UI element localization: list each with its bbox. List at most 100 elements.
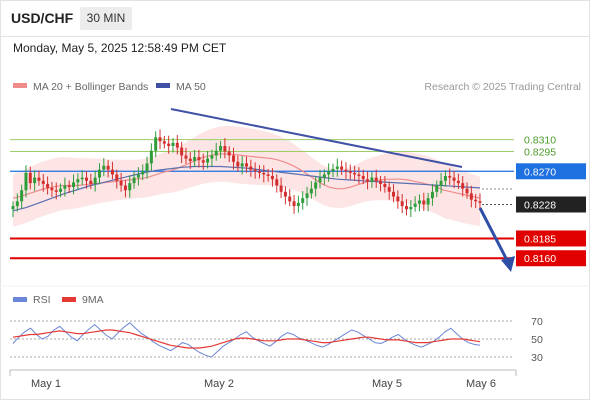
candle-89-body: [396, 196, 400, 202]
rsi-legend-swatch: [13, 297, 27, 302]
rsi-legend-label: RSI: [33, 294, 51, 306]
level-0-8228-badge: [516, 196, 586, 213]
timestamp: Monday, May 5, 2025 12:58:49 PM CET: [13, 41, 227, 55]
candle-27-body: [128, 183, 132, 191]
candle-37-body: [171, 142, 175, 146]
rsi-ma9-line: [12, 329, 481, 349]
candle-57-body: [257, 171, 261, 173]
candle-78-body: [348, 171, 352, 173]
rsi-line: [12, 322, 481, 358]
level-0-8270-label: 0.8270: [524, 166, 556, 178]
x-label-0: May 1: [31, 378, 61, 390]
candle-12-body: [63, 185, 67, 189]
candle-65-body: [292, 201, 296, 207]
level-0-8185-badge: [516, 230, 586, 247]
level-0-8185-label: 0.8185: [524, 233, 556, 245]
x-label-3: May 6: [466, 378, 496, 390]
candle-102-body: [452, 177, 456, 181]
candle-55-body: [249, 166, 253, 170]
candle-70-body: [314, 182, 318, 189]
candle-38-body: [175, 142, 179, 148]
level-0-8228-label: 0.8228: [524, 199, 556, 211]
candle-107-body: [474, 199, 478, 202]
candle-91-body: [404, 206, 408, 210]
candle-105-body: [465, 188, 469, 194]
candle-100-body: [443, 176, 447, 181]
candle-18-body: [89, 180, 93, 184]
candle-50-body: [227, 151, 231, 156]
candle-5-body: [33, 177, 37, 184]
bollinger-legend-label: MA 20 + Bollinger Bands: [33, 81, 148, 93]
candle-36-body: [167, 143, 171, 146]
candle-82-body: [366, 179, 370, 182]
rsi-tick-50: 50: [531, 334, 543, 346]
candle-28-body: [132, 177, 136, 184]
candle-56-body: [253, 169, 257, 172]
rsi-tick-70: 70: [531, 316, 543, 328]
candle-66-body: [296, 202, 300, 207]
candle-76-body: [340, 166, 344, 170]
candle-8-body: [46, 183, 50, 188]
projection-arrow-head: [501, 256, 515, 272]
trendline: [170, 108, 463, 168]
candle-54-body: [245, 163, 248, 167]
candle-29-body: [136, 174, 140, 178]
candle-25-body: [119, 180, 123, 186]
candle-72-body: [322, 174, 326, 178]
ma9-legend-swatch: [62, 297, 76, 302]
candle-61-body: [275, 179, 279, 186]
candle-87-body: [387, 187, 391, 192]
candle-77-body: [344, 169, 348, 172]
timeframe-button[interactable]: 30 MIN: [80, 7, 132, 30]
candle-2-body: [20, 190, 24, 202]
candle-88-body: [392, 191, 396, 197]
copyright-label: Research © 2025 Trading Central: [424, 81, 581, 93]
candle-52-body: [236, 161, 240, 167]
candle-21-body: [102, 165, 106, 170]
candle-16-body: [80, 177, 84, 180]
level-0-8160-label: 0.8160: [524, 253, 556, 265]
candle-98-body: [435, 185, 439, 192]
candle-0-body: [11, 206, 15, 210]
candle-32-body: [149, 150, 153, 164]
candle-74-body: [331, 168, 335, 172]
candle-59-body: [266, 174, 270, 177]
candle-85-body: [379, 180, 383, 184]
candle-11-body: [59, 188, 63, 192]
candlesticks: [11, 129, 482, 218]
candle-31-body: [145, 163, 149, 172]
candle-47-body: [214, 150, 218, 156]
candle-86-body: [383, 183, 387, 188]
x-label-1: May 2: [204, 378, 234, 390]
ma9-legend-label: 9MA: [82, 294, 104, 306]
candle-24-body: [115, 174, 119, 181]
candle-46-body: [210, 155, 214, 159]
candle-73-body: [327, 171, 331, 175]
bollinger-band: [13, 125, 480, 227]
candle-63-body: [283, 191, 287, 197]
candle-43-body: [197, 157, 201, 161]
candle-22-body: [106, 165, 110, 170]
candle-97-body: [430, 191, 434, 199]
candle-69-body: [309, 188, 313, 194]
candle-99-body: [439, 180, 443, 186]
candle-45-body: [206, 158, 210, 163]
candle-108-body: [478, 201, 482, 203]
candle-30-body: [141, 171, 145, 175]
level-0-8270-badge: [516, 163, 586, 180]
candle-53-body: [240, 163, 244, 167]
candle-83-body: [370, 177, 374, 182]
candle-4-body: [28, 172, 32, 184]
level-0-8310-label: 0.8310: [524, 135, 556, 147]
candle-92-body: [409, 206, 413, 210]
candle-42-body: [193, 157, 197, 162]
candle-60-body: [270, 176, 274, 180]
candle-67-body: [301, 198, 305, 203]
candle-17-body: [85, 177, 89, 181]
candle-101-body: [448, 176, 452, 178]
candle-95-body: [422, 200, 426, 205]
candle-14-body: [72, 182, 76, 188]
candle-34-body: [158, 137, 162, 142]
header-bar: USD/CHF 30 MIN: [0, 0, 590, 37]
candle-26-body: [123, 185, 127, 191]
